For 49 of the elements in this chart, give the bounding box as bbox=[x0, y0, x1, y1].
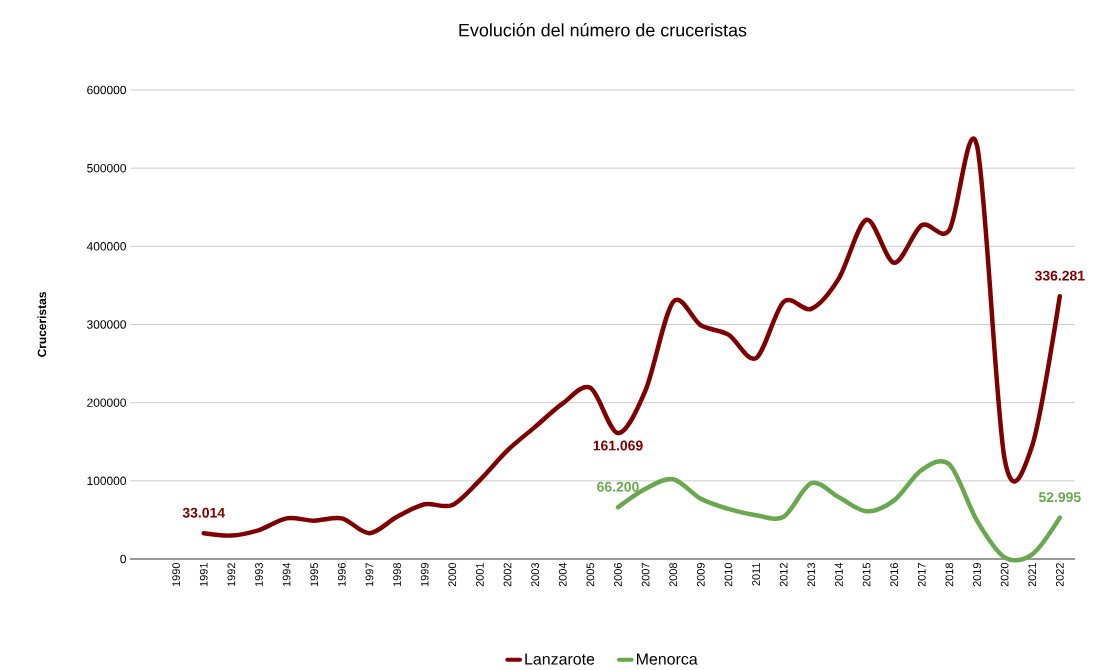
x-tick-label: 2004 bbox=[558, 562, 567, 587]
x-tick-label: 1994 bbox=[282, 562, 291, 587]
x-tick-label: 2014 bbox=[835, 562, 843, 587]
x-tick-label: 2012 bbox=[779, 563, 788, 587]
x-tick-label: 2018 bbox=[945, 563, 954, 587]
x-tick-label: 2007 bbox=[641, 563, 650, 587]
data-label: 52.995 bbox=[1038, 492, 1081, 503]
x-tick-label: 2010 bbox=[724, 562, 733, 587]
x-tick-label: 1992 bbox=[227, 563, 236, 587]
x-tick-label: 2017 bbox=[917, 563, 926, 587]
x-tick-label: 2003 bbox=[531, 563, 540, 587]
x-tick-label: 2005 bbox=[586, 562, 595, 587]
x-tick-label: 2016 bbox=[890, 563, 899, 587]
x-tick-label: 1991 bbox=[199, 563, 208, 587]
x-tick-label: 2000 bbox=[448, 562, 457, 587]
x-tick-label: 1998 bbox=[393, 563, 401, 587]
y-tick-label: 200000 bbox=[87, 398, 127, 407]
x-tick-label: 1996 bbox=[337, 563, 346, 587]
x-tick-label: 1995 bbox=[310, 562, 319, 587]
x-tick-label: 2011 bbox=[752, 563, 760, 586]
x-tick-label: 2008 bbox=[669, 563, 678, 587]
y-tick-label: 600000 bbox=[87, 85, 127, 95]
chart-title: Evolución del número de cruceristas bbox=[459, 23, 747, 37]
x-tick-label: 2021 bbox=[1028, 563, 1037, 587]
x-tick-label: 1997 bbox=[365, 563, 374, 587]
legend-label: Menorca bbox=[636, 653, 698, 665]
x-tick-label: 1993 bbox=[255, 563, 263, 587]
x-tick-label: 1999 bbox=[420, 563, 429, 587]
x-tick-label: 2009 bbox=[696, 563, 705, 587]
x-tick-label: 2006 bbox=[614, 563, 622, 587]
x-tick-label: 2015 bbox=[862, 562, 871, 587]
x-tick-label: 2001 bbox=[476, 563, 484, 587]
x-tick-label: 1990 bbox=[172, 562, 180, 587]
data-label: 336.281 bbox=[1034, 270, 1085, 281]
legend-label: Lanzarote bbox=[525, 653, 595, 665]
y-tick-label: 500000 bbox=[87, 163, 127, 173]
y-tick-label: 400000 bbox=[86, 242, 127, 251]
y-axis-title: Cruceristas bbox=[37, 292, 47, 357]
x-tick-label: 2013 bbox=[807, 563, 816, 587]
x-tick-label: 2022 bbox=[1055, 563, 1064, 587]
x-tick-label: 2019 bbox=[973, 563, 981, 587]
data-label: 161.069 bbox=[593, 440, 643, 451]
x-tick-label: 2002 bbox=[503, 563, 512, 587]
x-tick-label: 2020 bbox=[1000, 562, 1009, 587]
data-label: 66.200 bbox=[597, 481, 639, 492]
y-tick-label: 0 bbox=[120, 554, 127, 564]
y-tick-label: 300000 bbox=[87, 320, 127, 329]
data-label: 33.014 bbox=[182, 507, 225, 518]
y-tick-label: 100000 bbox=[87, 476, 127, 486]
